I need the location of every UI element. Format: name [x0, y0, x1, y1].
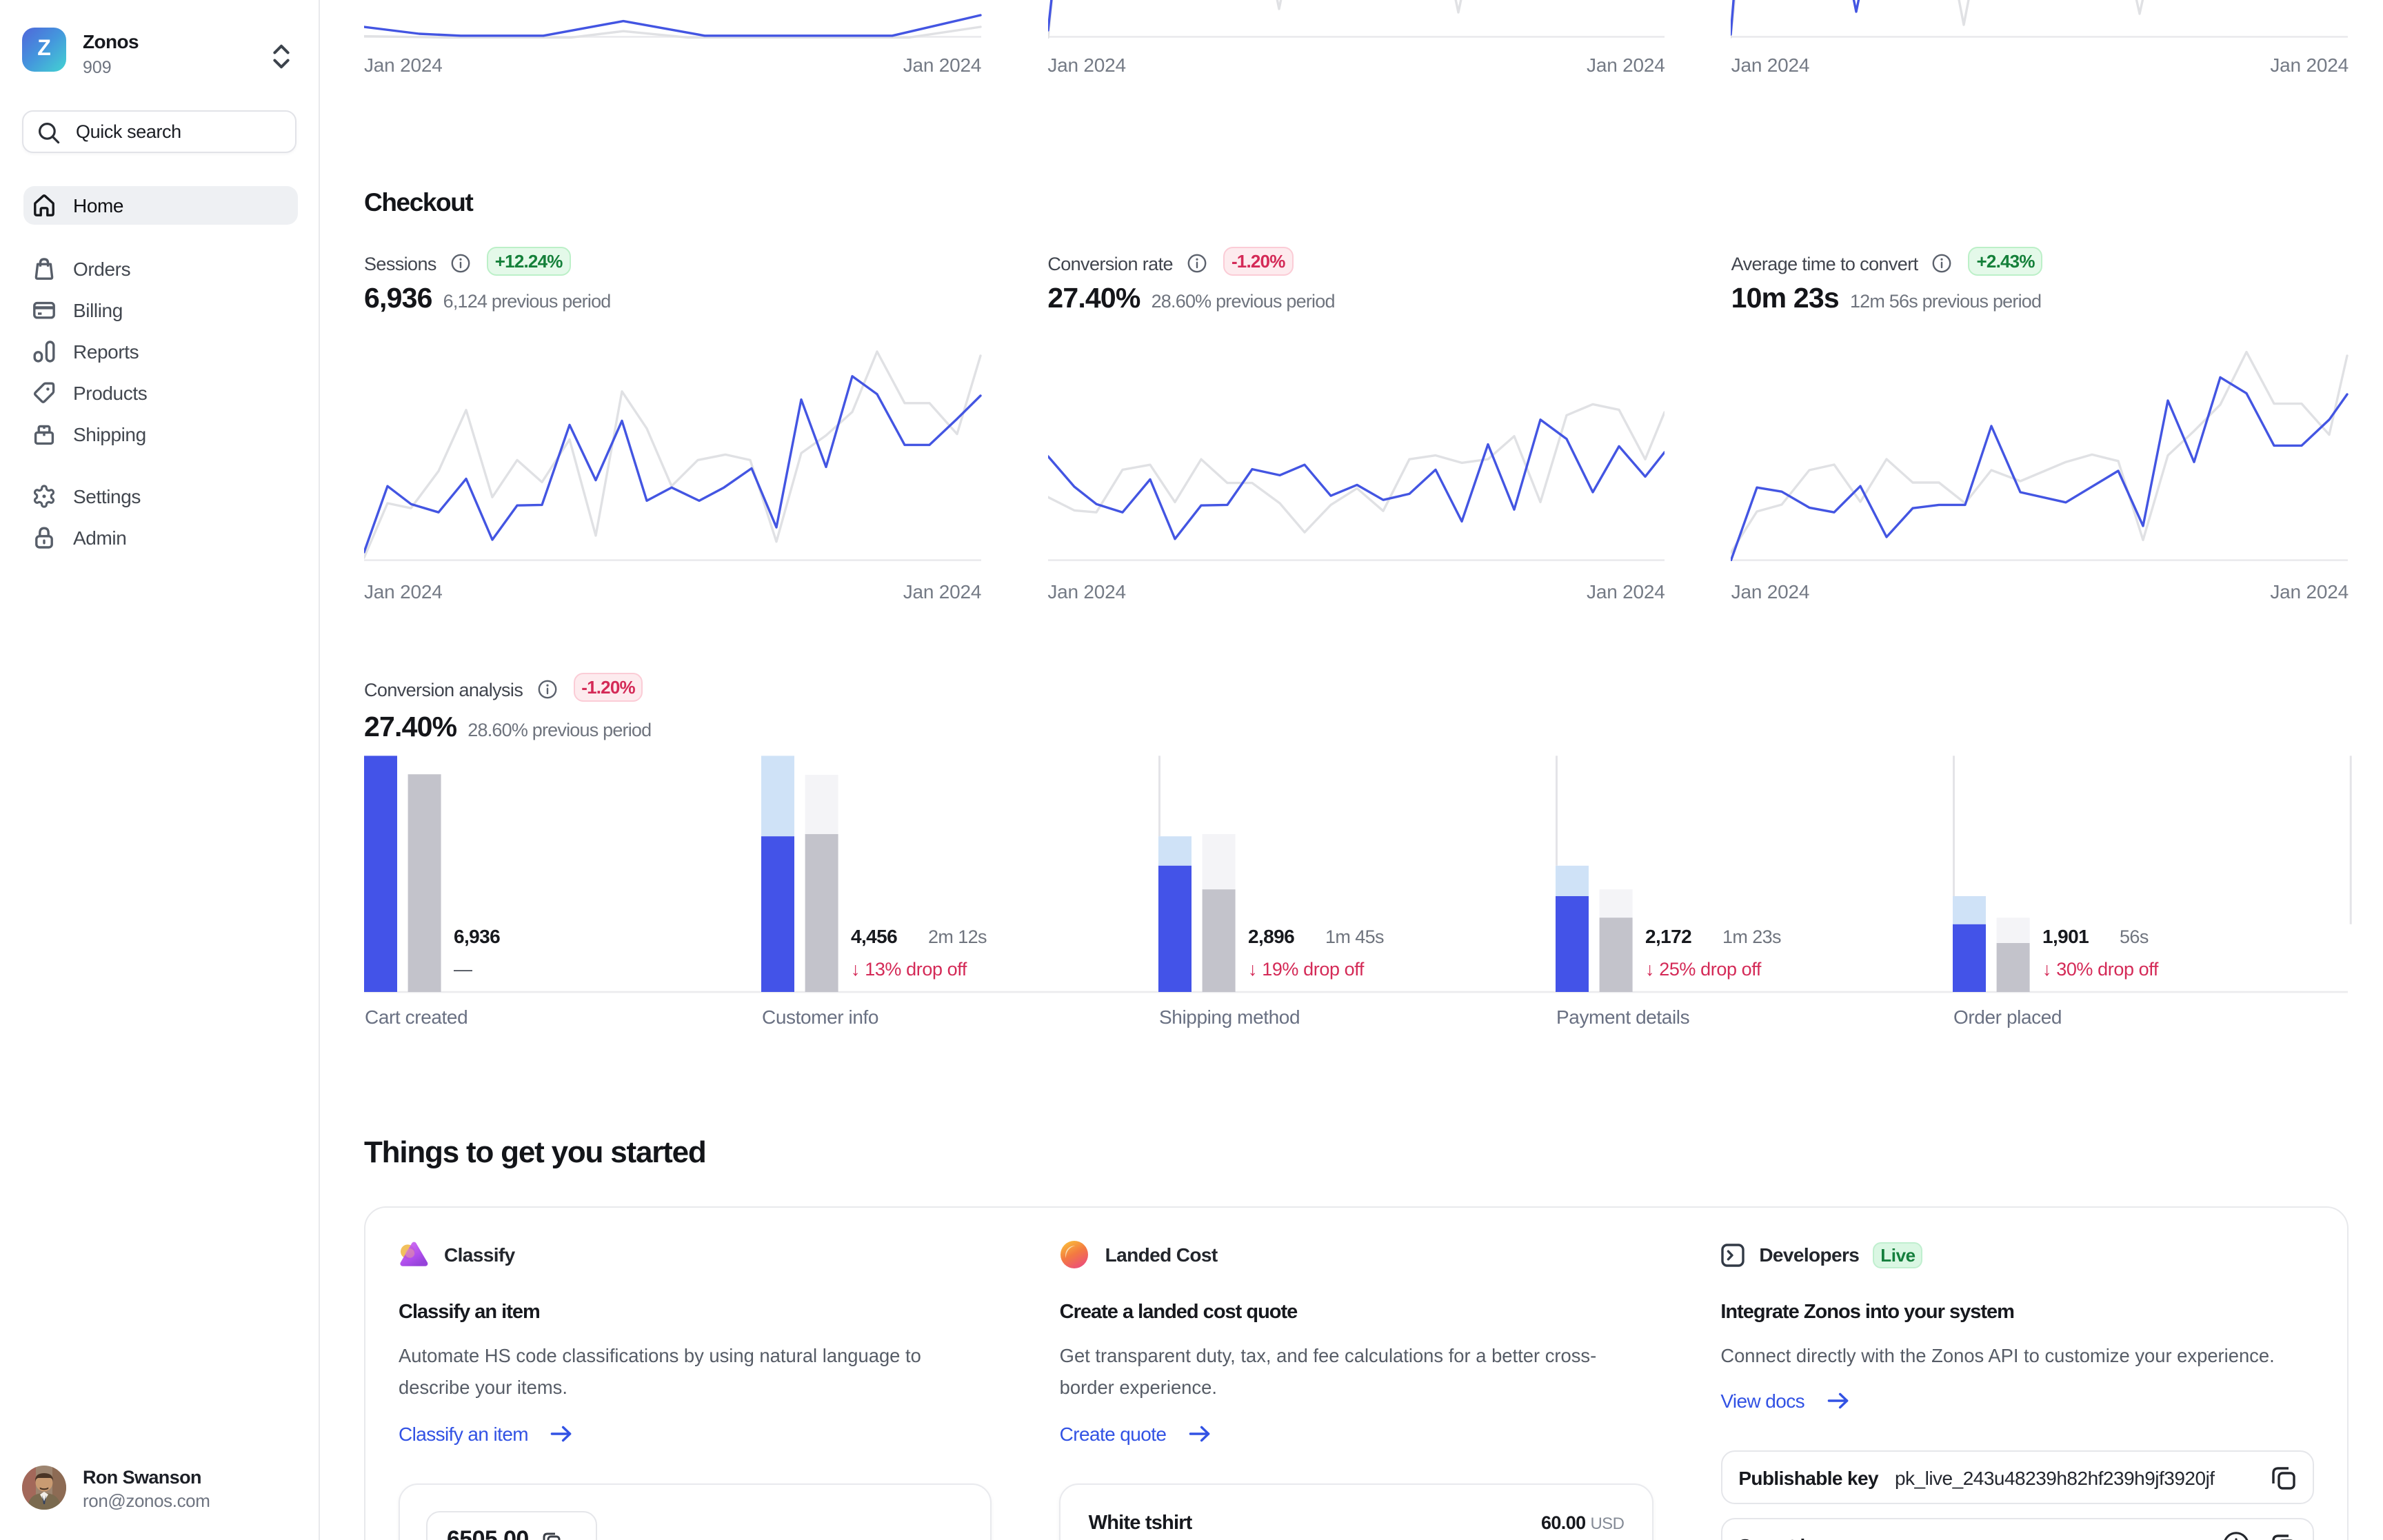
svg-text:2m 12s: 2m 12s	[928, 926, 987, 947]
svg-text:↓ 13% drop off: ↓ 13% drop off	[851, 959, 967, 980]
svg-text:Cart created: Cart created	[365, 1006, 467, 1028]
svg-text:6,936: 6,936	[454, 926, 500, 947]
svg-text:1m 23s: 1m 23s	[1722, 926, 1781, 947]
svg-text:Payment details: Payment details	[1556, 1006, 1689, 1028]
svg-text:↓ 19% drop off: ↓ 19% drop off	[1248, 959, 1365, 980]
svg-text:1m 45s: 1m 45s	[1325, 926, 1384, 947]
svg-text:↓ 30% drop off: ↓ 30% drop off	[2042, 959, 2159, 980]
svg-text:—: —	[454, 959, 472, 980]
svg-text:2,896: 2,896	[1248, 926, 1294, 947]
svg-text:2,172: 2,172	[1645, 926, 1691, 947]
svg-text:Shipping method: Shipping method	[1159, 1006, 1300, 1028]
svg-text:↓ 25% drop off: ↓ 25% drop off	[1645, 959, 1762, 980]
svg-text:Customer info: Customer info	[762, 1006, 878, 1028]
svg-text:1,901: 1,901	[2042, 926, 2089, 947]
svg-text:56s: 56s	[2120, 926, 2149, 947]
svg-text:4,456: 4,456	[851, 926, 897, 947]
svg-text:Order placed: Order placed	[1953, 1006, 2062, 1028]
